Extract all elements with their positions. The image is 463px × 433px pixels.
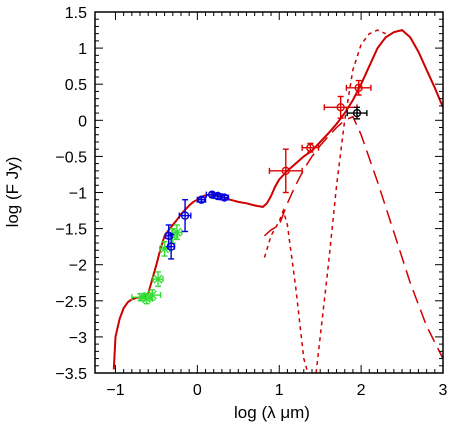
y-tick-label: −3 [69, 330, 87, 347]
model-curve-1 [112, 28, 443, 370]
x-tick-label: 0 [193, 382, 202, 399]
data-point-5 [158, 240, 171, 257]
y-tick-label: −0.5 [55, 149, 87, 166]
y-tick-label: −2 [69, 258, 87, 275]
data-point-12 [205, 190, 219, 199]
y-tick-label: −1 [69, 186, 87, 203]
data-point-10 [178, 199, 192, 233]
data-point-17 [323, 95, 358, 119]
model-curve-4 [315, 29, 387, 373]
y-tick-label: −3.5 [55, 366, 87, 383]
y-axis-title: log (F Jy) [3, 157, 22, 228]
x-tick-label: 1 [275, 382, 284, 399]
y-tick-label: 0.5 [65, 77, 87, 94]
model-curve-2 [264, 115, 443, 359]
plot-frame [94, 11, 444, 374]
x-axis: −1 0 1 2 3 [106, 12, 448, 399]
model-curve-3 [263, 208, 309, 373]
x-axis-title: log (λ μm) [234, 403, 310, 422]
data-point-14 [219, 193, 230, 202]
y-axis: −3.5 −3 −2.5 −2 −1.5 −1 −0.5 0 0.5 1 1.5 [55, 5, 443, 383]
y-tick-label: 0 [78, 113, 87, 130]
data-point-16 [301, 142, 320, 153]
data-point-19 [346, 106, 368, 120]
x-tick-label: −1 [106, 382, 124, 399]
data-point-11 [196, 195, 207, 204]
y-tick-label: 1.5 [65, 5, 87, 22]
data-point-7 [171, 224, 183, 241]
data-points [131, 79, 372, 305]
data-point-3 [143, 289, 162, 301]
y-tick-label: −1.5 [55, 222, 87, 239]
y-tick-label: −2.5 [55, 294, 87, 311]
x-tick-label: 3 [439, 382, 448, 399]
data-point-18 [345, 79, 372, 96]
data-point-4 [152, 271, 164, 288]
model-curves [112, 28, 443, 373]
data-point-15 [268, 148, 303, 194]
data-point-9 [166, 233, 176, 260]
x-tick-label: 2 [357, 382, 366, 399]
y-tick-label: 1 [78, 41, 87, 58]
